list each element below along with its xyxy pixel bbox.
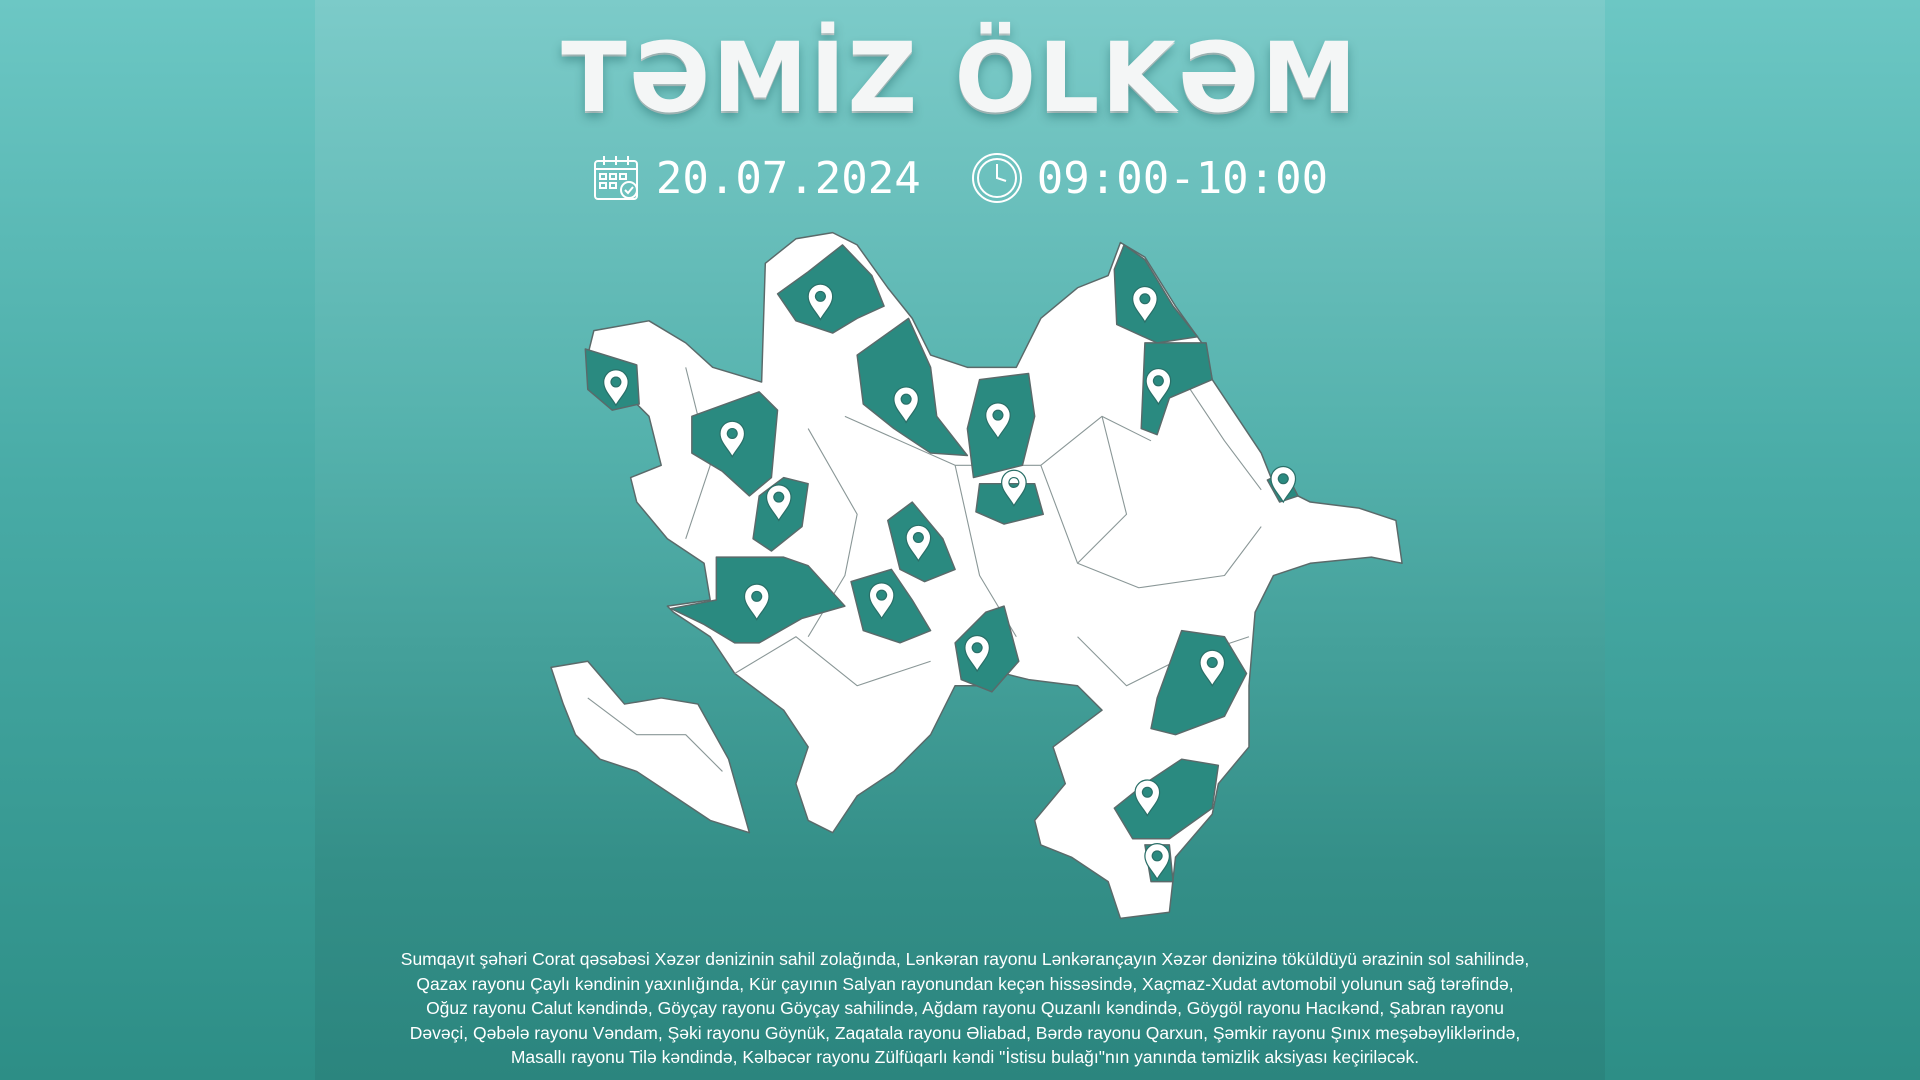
location-pin-icon	[868, 582, 895, 620]
location-pin-icon	[1144, 843, 1171, 881]
location-pin-icon	[1001, 469, 1027, 507]
time-group: 09:00-10:00	[971, 152, 1328, 204]
date-group: 20.07.2024	[592, 153, 921, 204]
region-lankaran	[1113, 758, 1220, 840]
region-agdam	[850, 568, 932, 644]
location-pin-icon	[985, 402, 1011, 440]
location-pin-icon	[1134, 779, 1161, 817]
event-meta: 20.07.2024 09:00-10:00	[0, 152, 1920, 204]
location-pin-icon	[1132, 285, 1158, 324]
event-time: 09:00-10:00	[1036, 152, 1329, 204]
location-pins	[603, 283, 1297, 881]
location-pin-icon	[807, 283, 834, 321]
map-mainland	[587, 231, 1403, 920]
poster-title: TƏMİZ ÖLKƏM	[561, 22, 1359, 134]
map-nakhchivan	[550, 660, 751, 834]
calendar-check-icon	[593, 156, 638, 200]
location-pin-icon	[1145, 367, 1172, 406]
region-kalbajar	[670, 556, 846, 644]
location-pin-icon	[719, 420, 746, 458]
location-pin-icon	[1199, 649, 1226, 687]
location-pin-icon	[1270, 465, 1297, 504]
clock-icon	[971, 153, 1022, 203]
location-pin-icon	[603, 369, 629, 407]
location-pin-icon	[743, 583, 770, 621]
event-date: 20.07.2024	[655, 152, 921, 204]
region-shabran	[1140, 342, 1213, 436]
location-pin-icon	[905, 524, 932, 563]
event-description: Sumqayıt şəhəri Corat qəsəbəsi Xəzər dən…	[400, 949, 1530, 1067]
location-pin-icon	[964, 634, 991, 673]
location-pin-icon	[765, 484, 792, 522]
region-sheki	[856, 317, 969, 457]
location-pin-icon	[893, 386, 919, 424]
